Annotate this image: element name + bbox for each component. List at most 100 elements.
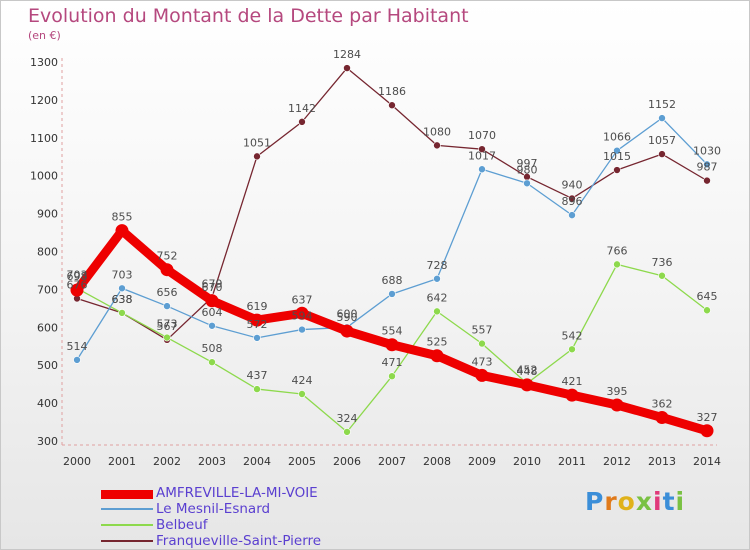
- chart-unit: (en €): [28, 29, 61, 42]
- data-label: 573: [157, 318, 178, 331]
- data-point: [208, 358, 216, 366]
- x-tick-label: 2014: [693, 455, 721, 468]
- data-label: 1186: [378, 85, 406, 98]
- data-point: [433, 274, 441, 283]
- data-point: [478, 165, 486, 174]
- y-tick-label: 700: [37, 283, 58, 296]
- data-label: 508: [202, 342, 223, 355]
- data-label: 638: [112, 293, 133, 306]
- data-label: 676: [67, 278, 88, 291]
- proxiti-logo: Proxiti: [585, 487, 686, 516]
- data-label: 437: [247, 369, 268, 382]
- legend-swatch: [101, 540, 153, 542]
- data-label: 728: [427, 259, 448, 272]
- data-label: 1051: [243, 136, 271, 149]
- data-label: 736: [652, 256, 673, 269]
- data-point: [703, 306, 711, 315]
- data-label: 473: [472, 355, 493, 368]
- data-label: 572: [247, 318, 268, 331]
- data-label: 1015: [603, 150, 631, 163]
- chart-title: Evolution du Montant de la Dette par Hab…: [28, 5, 469, 27]
- data-label: 452: [517, 363, 538, 376]
- data-point: [343, 64, 351, 72]
- x-tick-label: 2009: [468, 455, 496, 468]
- data-point: [73, 356, 81, 364]
- y-tick-label: 1000: [30, 170, 58, 183]
- data-label: 688: [382, 274, 403, 287]
- data-label: 619: [247, 300, 268, 313]
- data-point: [253, 152, 261, 161]
- data-point: [208, 321, 216, 330]
- x-tick-label: 2011: [558, 455, 586, 468]
- data-label: 1017: [468, 149, 496, 162]
- data-label: 327: [697, 411, 718, 424]
- y-tick-label: 1200: [30, 94, 58, 107]
- data-label: 395: [607, 385, 628, 398]
- legend-swatch: [101, 490, 153, 499]
- data-point: [658, 271, 666, 280]
- data-label: 642: [427, 291, 448, 304]
- data-point: [253, 334, 261, 342]
- data-label: 525: [427, 336, 448, 349]
- y-tick-label: 500: [37, 359, 58, 372]
- data-point: [565, 388, 579, 402]
- data-point: [115, 224, 129, 238]
- data-point: [613, 260, 621, 269]
- data-point: [160, 263, 174, 277]
- x-tick-label: 2006: [333, 455, 361, 468]
- data-point: [433, 307, 441, 316]
- legend-swatch: [101, 508, 153, 510]
- data-label: 471: [382, 356, 403, 369]
- data-label: 542: [562, 329, 583, 342]
- data-label: 670: [202, 281, 223, 294]
- x-tick-label: 2004: [243, 455, 271, 468]
- data-point: [703, 176, 711, 185]
- data-label: 604: [202, 306, 223, 319]
- y-tick-label: 800: [37, 246, 58, 259]
- data-point: [163, 333, 171, 342]
- data-point: [298, 118, 306, 126]
- data-point: [655, 411, 669, 425]
- data-label: 554: [382, 325, 403, 338]
- data-point: [658, 114, 666, 122]
- data-label: 421: [562, 375, 583, 388]
- data-point: [295, 306, 309, 320]
- data-label: 590: [337, 311, 358, 324]
- data-point: [703, 160, 711, 169]
- x-tick-label: 2000: [63, 455, 91, 468]
- data-point: [430, 349, 444, 363]
- data-label: 703: [67, 268, 88, 281]
- data-point: [163, 302, 171, 310]
- data-point: [520, 378, 534, 392]
- data-label: 1142: [288, 102, 316, 115]
- x-tick-label: 2003: [198, 455, 226, 468]
- legend-label: AMFREVILLE-LA-MI-VOIE: [156, 485, 318, 501]
- y-tick-label: 1100: [30, 132, 58, 145]
- data-point: [658, 150, 666, 158]
- data-label: 1057: [648, 134, 676, 147]
- data-label: 638: [112, 293, 133, 306]
- data-label: 1284: [333, 48, 361, 61]
- data-point: [613, 146, 621, 155]
- data-label: 448: [517, 365, 538, 378]
- data-point: [568, 211, 576, 219]
- legend-swatch: [101, 524, 153, 526]
- data-label: 557: [472, 324, 493, 337]
- y-tick-label: 400: [37, 397, 58, 410]
- data-label: 637: [292, 293, 313, 306]
- data-label: 940: [562, 178, 583, 191]
- legend-label: Franqueville-Saint-Pierre: [156, 533, 322, 549]
- data-label: 679: [202, 277, 223, 290]
- data-point: [343, 428, 351, 436]
- data-label: 600: [337, 307, 358, 320]
- data-point: [700, 424, 714, 438]
- data-label: 1080: [423, 125, 451, 138]
- data-point: [388, 372, 396, 380]
- data-label: 594: [292, 310, 313, 323]
- data-point: [388, 101, 396, 110]
- data-point: [70, 283, 84, 297]
- data-label: 1070: [468, 129, 496, 142]
- data-label: 424: [292, 374, 313, 387]
- data-label: 514: [67, 340, 88, 353]
